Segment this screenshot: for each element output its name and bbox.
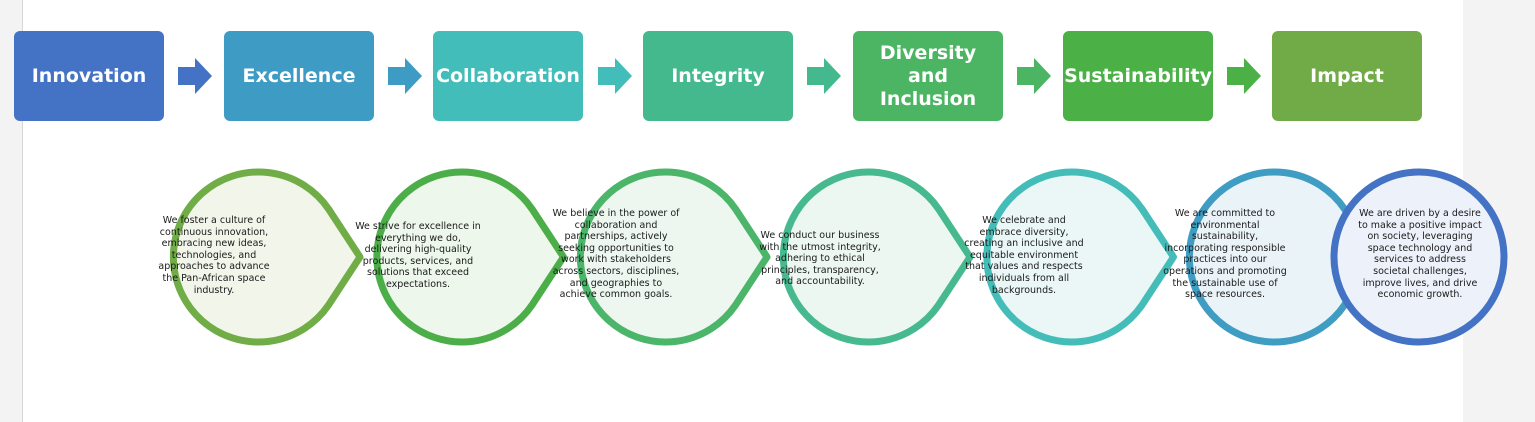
circle-integrity	[779, 168, 974, 346]
circle-text-body: are driven by a desire to make a positiv…	[1358, 208, 1482, 301]
circle-text-body: believe in the power of collaboration an…	[552, 208, 680, 301]
circle-text-lead: We	[162, 215, 178, 226]
circle-text-impact: We are driven by a desire to make a posi…	[1356, 208, 1484, 301]
arrow-shape	[388, 58, 422, 94]
circle-text-body: conduct our business with the utmost int…	[759, 230, 881, 288]
circle-diversity-and-inclusion	[983, 168, 1177, 346]
arrow-right-icon	[1227, 58, 1261, 94]
arrow-right-icon	[178, 58, 212, 94]
circle-text-innovation: We foster a culture of continuous innova…	[150, 215, 278, 296]
circle-innovation	[169, 168, 364, 346]
value-box-impact[interactable]: Impact	[1272, 31, 1422, 121]
arrow-right-icon	[807, 58, 841, 94]
value-box-integrity[interactable]: Integrity	[643, 31, 793, 121]
circle-text-excellence: We strive for excellence in everything w…	[354, 221, 482, 291]
circle-text-integrity: We conduct our business with the utmost …	[756, 230, 884, 288]
circle-shape	[373, 168, 567, 346]
circle-excellence	[373, 168, 567, 346]
circle-text-sustainability: We are committed to environmental sustai…	[1161, 208, 1289, 301]
circle-impact	[1330, 168, 1508, 346]
arrow-shape	[1227, 58, 1261, 94]
circle-shape	[169, 168, 364, 346]
arrow-shape	[598, 58, 632, 94]
value-box-innovation[interactable]: Innovation	[14, 31, 164, 121]
circle-shape	[1185, 168, 1380, 346]
circle-text-lead: We	[1174, 208, 1190, 219]
circle-text-diversity-and-inclusion: We celebrate and embrace diversity, crea…	[960, 215, 1088, 296]
circle-collaboration	[576, 168, 771, 346]
circle-shape	[1330, 168, 1508, 346]
circle-text-lead: We	[760, 230, 776, 241]
circle-text-body: are committed to environmental sustainab…	[1163, 208, 1287, 301]
circle-text-body: foster a culture of continuous innovatio…	[158, 215, 270, 296]
value-box-diversity-and-inclusion[interactable]: Diversity and Inclusion	[853, 31, 1003, 121]
arrow-shape	[807, 58, 841, 94]
circle-text-body: celebrate and embrace diversity, creatin…	[964, 215, 1084, 296]
arrow-right-icon	[1017, 58, 1051, 94]
circle-shape	[983, 168, 1177, 346]
arrow-shape	[1017, 58, 1051, 94]
value-box-sustainability[interactable]: Sustainability	[1063, 31, 1213, 121]
circle-text-lead: We	[355, 221, 370, 232]
arrow-right-icon	[388, 58, 422, 94]
value-box-excellence[interactable]: Excellence	[224, 31, 374, 121]
circle-text-body: strive for excellence in everything we d…	[362, 221, 481, 290]
circle-text-collaboration: We believe in the power of collaboration…	[552, 208, 680, 301]
circle-text-lead: We	[552, 208, 568, 219]
value-box-collaboration[interactable]: Collaboration	[433, 31, 583, 121]
circle-shape	[779, 168, 974, 346]
circle-shape	[576, 168, 771, 346]
arrow-right-icon	[598, 58, 632, 94]
arrow-shape	[178, 58, 212, 94]
circle-text-lead: We	[982, 215, 997, 226]
circle-sustainability	[1185, 168, 1380, 346]
circle-text-lead: We	[1359, 208, 1374, 219]
